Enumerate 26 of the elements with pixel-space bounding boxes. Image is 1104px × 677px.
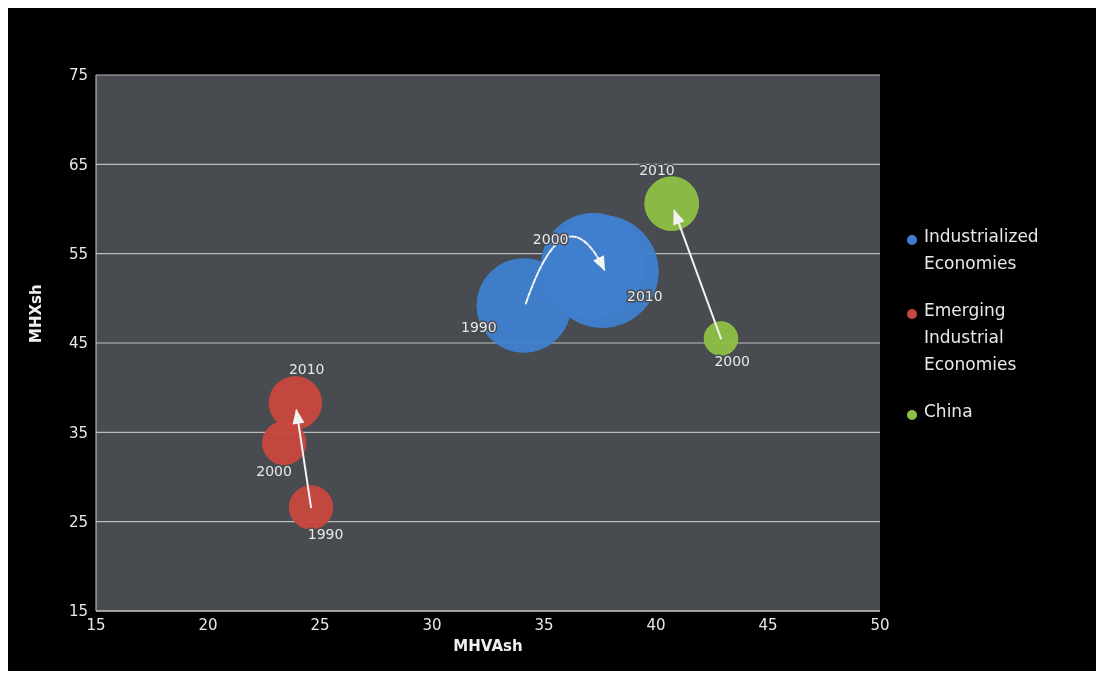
y-tick-label: 65 [68,155,88,174]
x-tick-label: 40 [646,615,666,634]
y-tick-label: 15 [68,602,88,621]
y-tick-label: 35 [68,423,88,442]
legend-label: China [924,399,973,423]
y-tick-label: 75 [68,66,88,85]
x-tick-label: 25 [310,615,330,634]
annotation: 2000 [256,462,292,479]
annotation: 1990 [307,525,344,542]
legend-label: Emerging Industrial Economies [924,298,1018,376]
y-tick-label: 25 [68,512,88,531]
annotation: 2000 [714,352,751,369]
legend-label: Industrialized Economies [924,224,1040,275]
annotation: 2010 [639,161,675,178]
x-tick-label: 20 [198,615,218,634]
x-tick-label: 35 [534,615,554,634]
annotation: 2010 [288,360,325,377]
annotation: 2000 [532,231,569,248]
y-tick-label: 45 [68,334,88,353]
x-tick-label: 15 [86,615,106,634]
y-tick-label: 55 [68,244,88,263]
y-axis-title: MHXsh [27,284,46,343]
x-tick-label: 50 [870,615,890,634]
x-tick-label: 30 [422,615,442,634]
x-axis-title: MHVAsh [453,637,523,655]
x-tick-label: 45 [758,615,778,634]
